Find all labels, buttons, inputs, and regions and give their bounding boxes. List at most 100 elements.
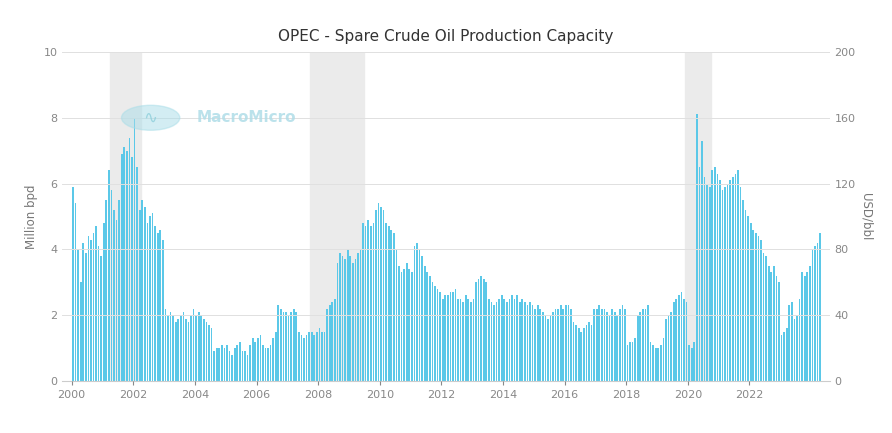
Bar (780, 335, 782, 381)
Bar (540, 309, 541, 381)
Bar (213, 352, 215, 381)
Bar (126, 151, 128, 381)
Bar (321, 332, 323, 381)
Bar (660, 345, 662, 381)
Bar (244, 352, 246, 381)
Bar (632, 342, 633, 381)
Bar (734, 174, 736, 381)
Bar (234, 348, 235, 381)
Bar (467, 299, 469, 381)
Bar (111, 190, 112, 381)
Bar (257, 338, 259, 381)
Bar (334, 299, 335, 381)
Bar (275, 332, 277, 381)
Bar (817, 243, 818, 381)
Bar (365, 226, 367, 381)
Bar (771, 272, 772, 381)
Bar (377, 204, 379, 381)
Bar (757, 236, 759, 381)
Bar (724, 187, 726, 381)
Bar (814, 246, 816, 381)
Bar (247, 355, 248, 381)
Bar (663, 338, 665, 381)
Bar (675, 299, 677, 381)
Bar (673, 302, 674, 381)
Bar (745, 210, 747, 381)
Bar (488, 299, 490, 381)
Bar (499, 299, 500, 381)
Bar (388, 226, 390, 381)
Bar (128, 138, 130, 381)
Bar (187, 322, 189, 381)
Bar (608, 315, 610, 381)
Bar (306, 335, 308, 381)
Bar (588, 322, 590, 381)
Bar (801, 272, 803, 381)
Bar (558, 309, 559, 381)
Bar (272, 338, 274, 381)
Bar (411, 272, 413, 381)
Bar (342, 256, 343, 381)
Bar (95, 226, 97, 381)
Bar (111, 52, 141, 381)
Bar (563, 309, 564, 381)
Bar (552, 312, 554, 381)
Bar (529, 302, 531, 381)
Bar (164, 309, 166, 381)
Bar (604, 309, 606, 381)
Bar (383, 210, 384, 381)
Bar (655, 348, 657, 381)
Bar (739, 187, 741, 381)
Bar (406, 262, 408, 381)
Bar (765, 256, 767, 381)
Bar (493, 305, 495, 381)
Bar (478, 279, 479, 381)
Bar (316, 332, 318, 381)
Bar (172, 315, 174, 381)
Bar (311, 332, 312, 381)
Bar (596, 309, 598, 381)
Bar (693, 342, 695, 381)
Bar (203, 319, 205, 381)
Bar (678, 295, 680, 381)
Bar (160, 229, 161, 381)
Bar (522, 299, 523, 381)
Bar (146, 223, 148, 381)
Bar (809, 266, 811, 381)
Bar (252, 338, 253, 381)
Bar (309, 332, 310, 381)
Bar (409, 269, 410, 381)
Bar (642, 309, 644, 381)
Bar (254, 342, 256, 381)
Bar (555, 309, 557, 381)
Bar (786, 328, 788, 381)
Bar (565, 305, 566, 381)
Bar (503, 299, 505, 381)
Bar (753, 229, 754, 381)
Bar (303, 338, 305, 381)
Bar (593, 309, 595, 381)
Bar (375, 210, 376, 381)
Bar (544, 315, 546, 381)
Bar (732, 177, 733, 381)
Bar (794, 319, 796, 381)
Bar (169, 312, 171, 381)
Bar (511, 295, 513, 381)
Bar (208, 325, 210, 381)
Bar (719, 180, 721, 381)
Bar (136, 167, 138, 381)
Bar (103, 223, 104, 381)
Bar (236, 345, 238, 381)
Bar (716, 174, 718, 381)
Bar (706, 184, 708, 381)
Bar (549, 315, 551, 381)
Bar (157, 233, 159, 381)
Y-axis label: USD/bbl: USD/bbl (859, 193, 872, 240)
Bar (228, 352, 230, 381)
Bar (421, 256, 423, 381)
Bar (295, 312, 297, 381)
Bar (134, 118, 136, 381)
Bar (701, 141, 703, 381)
Bar (491, 302, 492, 381)
Bar (336, 262, 338, 381)
